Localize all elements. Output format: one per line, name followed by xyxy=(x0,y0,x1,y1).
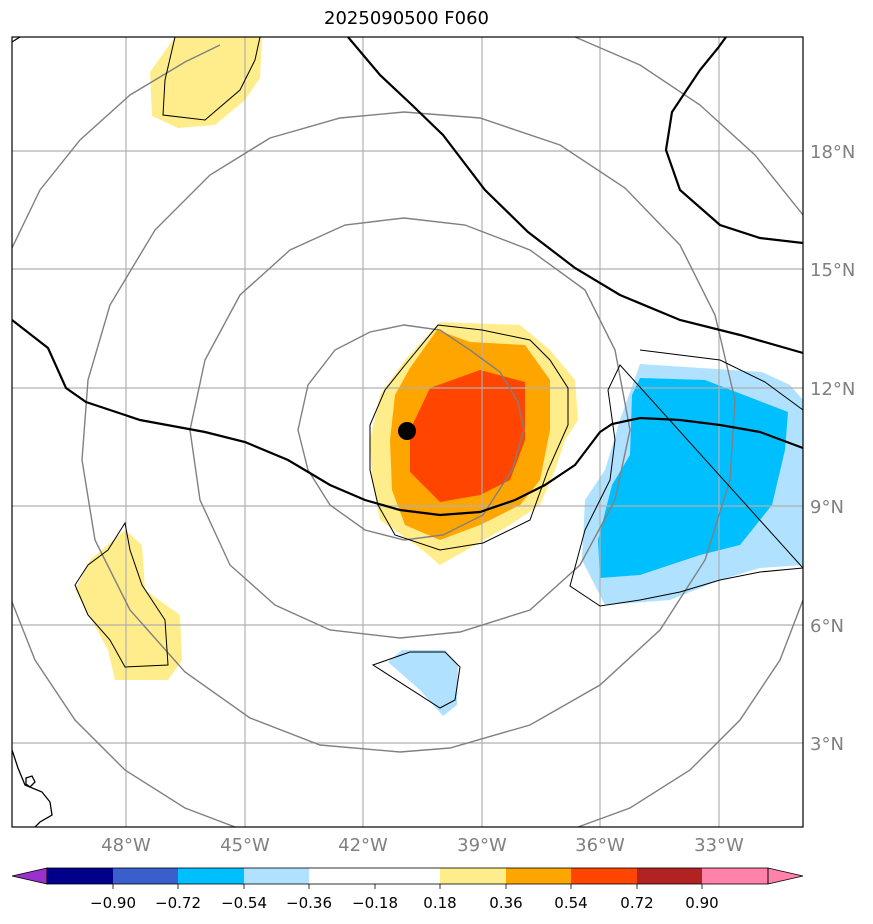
colorbar-tick-label: −0.90 xyxy=(90,894,136,912)
colorbar-extend-high xyxy=(767,867,804,885)
thick-contour-north xyxy=(347,37,803,355)
colorbar-extend-low xyxy=(11,867,48,885)
colorbar-tick-label: 0.90 xyxy=(685,894,718,912)
colorbar-tick-label: 0.54 xyxy=(554,894,587,912)
range-ring-4-southwest xyxy=(12,601,236,827)
thin-contours xyxy=(74,37,803,709)
contour-east xyxy=(639,349,803,411)
lat-label: 9°N xyxy=(810,497,844,518)
anomaly-0.54-center xyxy=(410,370,525,502)
lon-label: 42°W xyxy=(338,835,388,856)
map-title: 2025090500 F060 xyxy=(324,8,489,29)
contour-east-lower xyxy=(569,364,803,607)
map-canvas xyxy=(12,37,803,827)
thick-contour-ne xyxy=(664,37,803,245)
graticule xyxy=(12,37,803,827)
contour-top xyxy=(162,37,261,121)
lon-label: 36°W xyxy=(575,835,625,856)
colorbar-frame xyxy=(46,867,769,885)
range-ring-2 xyxy=(189,217,631,639)
contour-left xyxy=(74,521,169,668)
lat-label: 15°N xyxy=(810,260,855,281)
colorbar-segment xyxy=(113,868,178,884)
lat-label: 12°N xyxy=(810,379,855,400)
colorbar-tick-label: −0.72 xyxy=(155,894,201,912)
colorbar-segment xyxy=(571,868,637,884)
colorbar-tick-label: −0.18 xyxy=(352,894,398,912)
colorbar-segment xyxy=(440,868,506,884)
latitude-labels: 18°N 15°N 12°N 9°N 6°N 3°N xyxy=(810,142,855,755)
colorbar-tick-label: 0.36 xyxy=(489,894,522,912)
anomaly-0.18-left xyxy=(75,530,182,680)
map-frame xyxy=(11,36,804,828)
contour-south xyxy=(371,651,461,709)
anomaly-0.18-top xyxy=(150,37,262,128)
range-rings xyxy=(12,37,803,827)
colorbar-tick-label: 0.72 xyxy=(620,894,653,912)
range-ring-4 xyxy=(12,44,221,249)
colorbar-segment xyxy=(506,868,571,884)
range-ring-4-east xyxy=(574,37,803,216)
thick-contours xyxy=(12,37,803,517)
colorbar-segment xyxy=(244,868,309,884)
coastline xyxy=(12,37,53,827)
colorbar-segment xyxy=(178,868,244,884)
contour-center xyxy=(369,324,569,551)
range-ring-4-southeast xyxy=(577,599,803,827)
lon-label: 45°W xyxy=(220,835,270,856)
lon-label: 39°W xyxy=(457,835,507,856)
colorbar-tick-label: −0.54 xyxy=(221,894,267,912)
colorbar-segment xyxy=(637,868,702,884)
range-ring-3 xyxy=(81,111,736,753)
longitude-labels: 48°W 45°W 42°W 39°W 36°W 33°W xyxy=(101,835,744,856)
colorbar: −0.90 −0.72 −0.54 −0.36 −0.18 0.18 0.36 … xyxy=(11,867,804,912)
lat-label: 18°N xyxy=(810,142,855,163)
colorbar-segment xyxy=(375,868,440,884)
lon-label: 33°W xyxy=(694,835,744,856)
lat-label: 3°N xyxy=(810,734,844,755)
colorbar-segment xyxy=(47,868,113,884)
colorbar-tick-label: 0.18 xyxy=(423,894,456,912)
positive-anomaly-shading xyxy=(75,37,578,680)
colorbar-segment xyxy=(309,868,375,884)
anomaly-neg0.18-south xyxy=(388,650,458,716)
range-ring-inner xyxy=(297,324,525,541)
lat-label: 6°N xyxy=(810,616,844,637)
lon-label: 48°W xyxy=(101,835,151,856)
colorbar-segment xyxy=(702,868,768,884)
storm-center-marker xyxy=(398,422,416,440)
thick-contour-west xyxy=(12,319,803,517)
colorbar-tick-label: −0.36 xyxy=(286,894,332,912)
